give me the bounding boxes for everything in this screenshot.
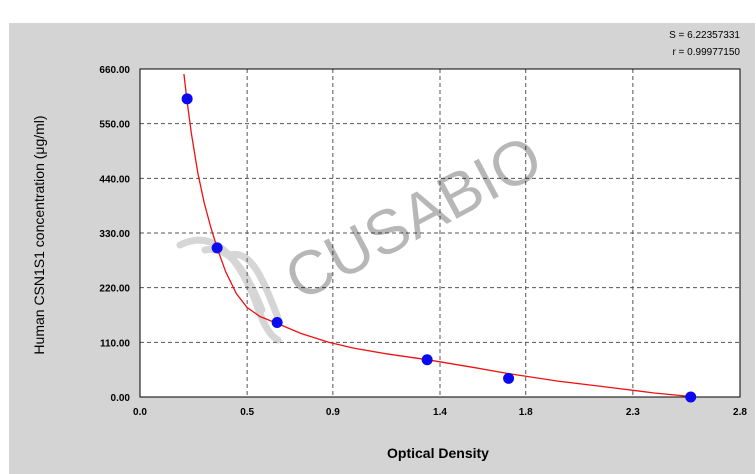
y-tick-label: 0.00 [111, 393, 131, 404]
y-tick-label: 110.00 [100, 338, 130, 349]
y-axis-label: Human CSN1S1 concentration (μg/ml) [31, 115, 47, 354]
x-tick-labels: 0.0 0.5 0.9 1.4 1.8 2.3 2.8 [133, 407, 747, 418]
y-tick-label: 220.00 [99, 284, 130, 295]
fit-stat-r: r = 0.99977150 [672, 47, 740, 58]
plot-border [139, 68, 741, 398]
data-points-layer [181, 93, 697, 403]
y-tick-label: 330.00 [99, 229, 130, 240]
y-tick-label: 660.00 [99, 65, 130, 76]
watermark-logo-mark [176, 236, 282, 344]
x-tick-label: 0.5 [240, 407, 254, 418]
x-tick-label: 1.4 [433, 407, 447, 418]
y-tick-label: 550.00 [99, 120, 130, 131]
x-tick-label: 0.9 [326, 407, 340, 418]
data-point [181, 93, 193, 105]
x-tick-label: 2.8 [733, 407, 747, 418]
data-point [211, 242, 223, 254]
x-axis-label: Optical Density [387, 445, 489, 461]
x-tick-label: 0.0 [133, 407, 147, 418]
y-tick-label: 440.00 [99, 174, 130, 185]
y-tick-labels: 0.00 110.00 220.00 330.00 440.00 550.00 660.00 [99, 65, 130, 404]
grid-lines [139, 68, 741, 398]
data-point [685, 391, 697, 403]
x-tick-label: 2.3 [626, 407, 640, 418]
x-tick-label: 1.8 [519, 407, 533, 418]
fit-stat-s: S = 6.22357331 [669, 30, 740, 41]
data-point [503, 372, 515, 384]
data-point [271, 316, 283, 328]
data-point [421, 354, 433, 366]
